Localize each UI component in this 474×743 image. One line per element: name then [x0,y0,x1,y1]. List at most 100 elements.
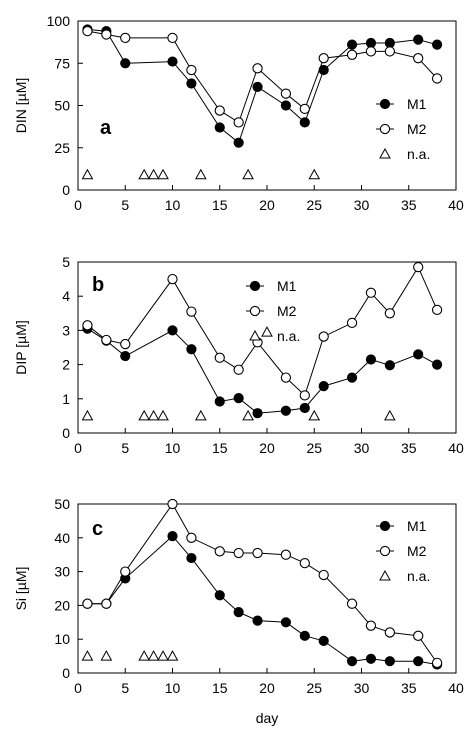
y-tick-label: 50 [54,496,70,512]
data-point [81,650,94,661]
data-point [299,558,310,569]
data-point [318,569,329,581]
legend-label: M1 [277,278,297,294]
data-point [280,405,291,416]
data-point [233,393,244,404]
data-point [195,409,207,421]
data-point [432,39,443,50]
data-point [413,261,424,273]
data-point [186,78,197,89]
data-point [138,168,150,180]
data-point [81,168,94,180]
data-point [280,617,291,628]
legend: M1 M2 n.a. [376,96,430,162]
data-point [252,408,263,419]
data-point [308,168,321,180]
legend: M1 M2 n.a. [376,518,430,584]
legend-label: M1 [407,96,427,112]
data-point [157,650,169,661]
y-tick-label: 25 [54,140,70,156]
data-point [147,168,160,180]
series-line [87,30,438,124]
data-point [299,103,310,115]
data-point [233,607,244,618]
data-point [147,650,160,661]
legend-marker [249,305,261,317]
data-point [242,409,254,421]
data-point [280,88,292,99]
legend-marker [379,569,391,581]
data-point [233,547,244,559]
data-point [242,168,254,180]
y-tick-label: 0 [62,425,70,441]
data-point [120,350,131,362]
x-tick-label: 0 [74,440,82,456]
data-point [384,46,395,57]
data-point [318,53,329,64]
y-axis-label: DIN [µM] [13,78,29,134]
data-point [82,598,93,609]
data-point [252,547,263,559]
data-point [157,168,169,180]
legend-label: M1 [407,518,427,534]
data-point [167,531,178,542]
data-point [82,25,93,37]
data-point [167,56,178,67]
data-point [431,657,443,669]
data-point [346,372,358,383]
data-point [186,552,197,564]
data-point [346,49,358,60]
legend-marker [379,147,391,159]
x-tick-label: 10 [165,680,181,696]
legend-marker [249,280,261,292]
y-tick-label: 40 [54,530,70,546]
data-point [384,409,396,421]
x-tick-label: 5 [121,197,129,213]
x-tick-label: 20 [259,680,275,696]
legend-marker [379,545,391,557]
data-point [280,100,291,111]
data-point [318,331,329,342]
x-tick-label: 20 [259,440,275,456]
data-point [101,334,112,346]
data-point [233,117,244,128]
data-point [186,306,197,317]
data-point [318,635,329,646]
x-tick-label: 30 [354,680,370,696]
data-point [252,63,263,74]
data-point [384,656,395,667]
data-point [365,620,377,631]
data-point [252,81,263,93]
panel-c: 0 5 10 15 20 25 30 35 40 0 10 20 30 40 50 Si [µM] day c M1… [13,496,464,726]
y-tick-label: 5 [62,254,70,270]
x-tick-label: 40 [448,680,464,696]
data-point [214,546,225,557]
data-point [365,354,377,365]
series-m1 [82,323,443,419]
data-point [384,627,395,638]
series-m2 [82,498,443,669]
data-point [101,598,112,609]
y-axis-label: DIP [µM] [13,320,29,374]
series-m2 [82,261,443,401]
data-point [413,630,424,641]
data-point [346,317,358,329]
series-na [81,168,321,180]
x-tick-label: 25 [306,680,322,696]
data-point [138,409,150,421]
data-point [120,32,131,44]
data-point [167,32,178,44]
data-point [214,105,225,116]
series-na [81,650,179,661]
data-point [413,53,424,64]
data-point [308,409,321,421]
legend-label: n.a. [407,568,430,584]
x-tick-label: 35 [401,197,417,213]
x-tick-label: 35 [401,680,417,696]
y-tick-label: 30 [54,564,70,580]
data-point [195,168,207,180]
x-tick-label: 25 [306,197,322,213]
series-m2 [82,25,443,128]
series-m1 [82,24,443,148]
